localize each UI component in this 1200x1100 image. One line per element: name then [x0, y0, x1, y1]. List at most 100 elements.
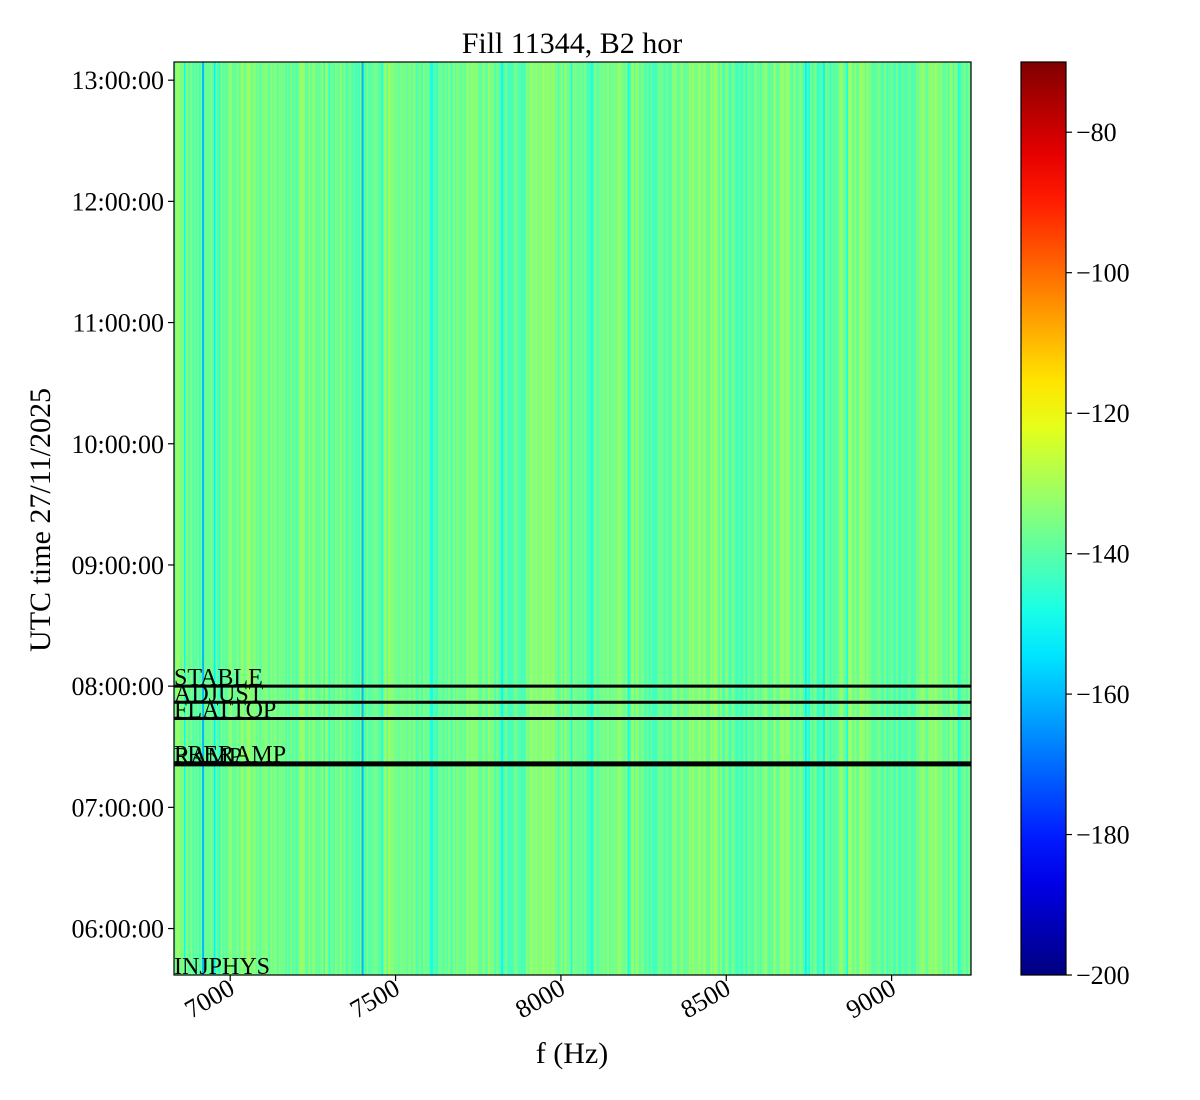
heatmap-column	[496, 62, 499, 975]
heatmap-column	[356, 62, 359, 975]
heatmap-column	[721, 62, 725, 975]
heatmap-column	[567, 62, 570, 975]
heatmap-column	[906, 62, 909, 975]
heatmap-column	[507, 62, 510, 975]
heatmap-column	[929, 62, 932, 975]
heatmap-column	[781, 62, 784, 975]
heatmap-column	[535, 62, 539, 975]
heatmap-column	[354, 62, 358, 975]
heatmap-column	[956, 62, 959, 975]
heatmap-column	[883, 62, 886, 975]
heatmap-column	[363, 62, 366, 975]
heatmap-column	[230, 62, 233, 975]
heatmap-column	[760, 62, 763, 975]
heatmap-column	[702, 62, 705, 975]
heatmap-column	[575, 62, 579, 975]
heatmap-column	[710, 62, 713, 975]
heatmap-column	[926, 62, 929, 975]
heatmap-column	[328, 62, 331, 975]
heatmap-column	[313, 62, 316, 975]
heatmap-column	[761, 62, 765, 975]
heatmap-column	[597, 62, 600, 975]
heatmap-column	[843, 62, 846, 975]
heatmap-column	[848, 62, 851, 975]
heatmap-column	[544, 62, 547, 975]
heatmap-column	[841, 62, 844, 975]
heatmap-column	[886, 62, 889, 975]
heatmap-column	[733, 62, 736, 975]
heatmap-column	[281, 62, 285, 975]
heatmap-column	[705, 62, 708, 975]
heatmap-column	[951, 62, 954, 975]
heatmap-column	[622, 62, 625, 975]
heatmap-column	[479, 62, 482, 975]
heatmap-column	[891, 62, 894, 975]
heatmap-column	[534, 62, 537, 975]
heatmap-column	[403, 62, 406, 975]
heatmap-column	[967, 62, 970, 975]
heatmap-column	[305, 62, 308, 975]
heatmap-column	[208, 62, 212, 975]
heatmap-column	[550, 62, 554, 975]
heatmap-column	[265, 62, 268, 975]
heatmap-column	[462, 62, 466, 975]
heatmap-column	[532, 62, 535, 975]
heatmap-column	[902, 62, 906, 975]
heatmap-column	[672, 62, 675, 975]
heatmap-column	[554, 62, 557, 975]
heatmap-column	[406, 62, 409, 975]
heatmap-column	[210, 62, 213, 975]
heatmap-column	[516, 62, 519, 975]
heatmap-column	[195, 62, 198, 975]
heatmap-column	[298, 62, 301, 975]
y-tick-label: 12:00:00	[72, 187, 164, 216]
heatmap-column	[482, 62, 486, 975]
heatmap-column	[741, 62, 745, 975]
heatmap-column	[438, 62, 441, 975]
heatmap-column	[431, 62, 434, 975]
heatmap-column	[260, 62, 263, 975]
heatmap-column	[653, 62, 657, 975]
heatmap-column	[748, 62, 751, 975]
heatmap-column	[617, 62, 620, 975]
heatmap-column	[262, 62, 265, 975]
heatmap-column	[325, 62, 328, 975]
heatmap-column	[939, 62, 942, 975]
heatmap-column	[526, 62, 529, 975]
heatmap-column	[433, 62, 436, 975]
heatmap-column	[408, 62, 411, 975]
heatmap-column	[633, 62, 637, 975]
heatmap-column	[780, 62, 783, 975]
heatmap-column	[396, 62, 399, 975]
heatmap-column	[411, 62, 414, 975]
heatmap-column	[638, 62, 642, 975]
heatmap-column	[569, 62, 572, 975]
heatmap-column	[489, 62, 492, 975]
heatmap-column	[373, 62, 376, 975]
heatmap-column	[250, 62, 253, 975]
heatmap-column	[803, 62, 806, 975]
heatmap-column	[398, 62, 401, 975]
y-axis: 06:00:00 07:00:00 08:00:00 09:00:00 10:00:00…	[72, 66, 174, 944]
heatmap-column	[688, 62, 691, 975]
heatmap-column	[711, 62, 715, 975]
heatmap-column	[884, 62, 887, 975]
heatmap-column	[238, 62, 242, 975]
heatmap-column	[706, 62, 710, 975]
heatmap-column	[257, 62, 260, 975]
heatmap-column	[892, 62, 896, 975]
heatmap-column	[537, 62, 540, 975]
heatmap-column	[552, 62, 555, 975]
heatmap-column	[444, 62, 447, 975]
heatmap-column	[509, 62, 512, 975]
heatmap-column	[248, 62, 251, 975]
heatmap-column	[746, 62, 750, 975]
heatmap-column	[829, 62, 833, 975]
heatmap-column	[467, 62, 471, 975]
heatmap-column	[266, 62, 270, 975]
y-tick-label: 13:00:00	[72, 66, 164, 95]
heatmap-column	[959, 62, 962, 975]
heatmap-column	[605, 62, 608, 975]
heatmap-column	[348, 62, 351, 975]
heatmap-column	[911, 62, 914, 975]
